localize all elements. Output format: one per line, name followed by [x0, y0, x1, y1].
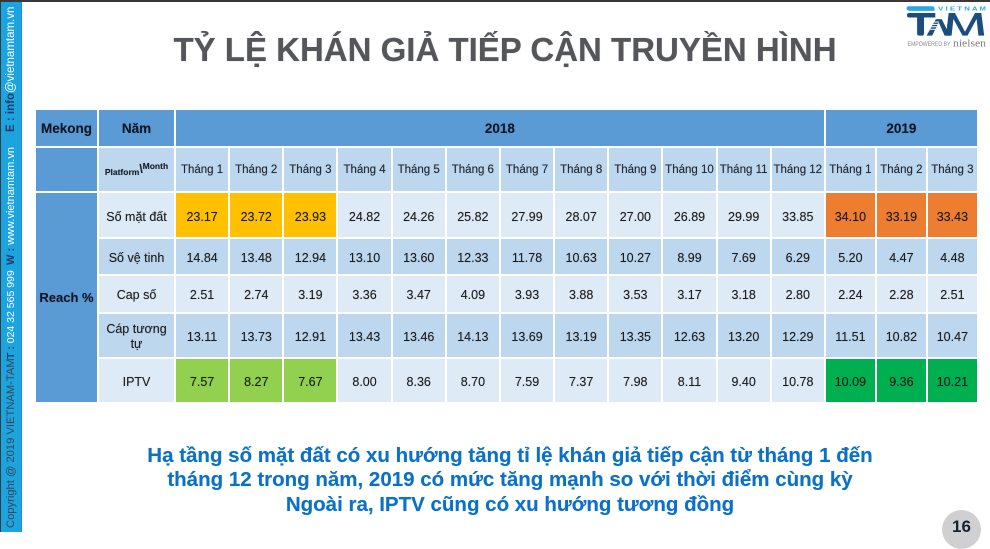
- svg-text:V I E T N A M: V I E T N A M: [938, 7, 987, 13]
- svg-text:nielsen: nielsen: [953, 39, 986, 49]
- svg-text:EMPOWERED BY: EMPOWERED BY: [908, 41, 952, 48]
